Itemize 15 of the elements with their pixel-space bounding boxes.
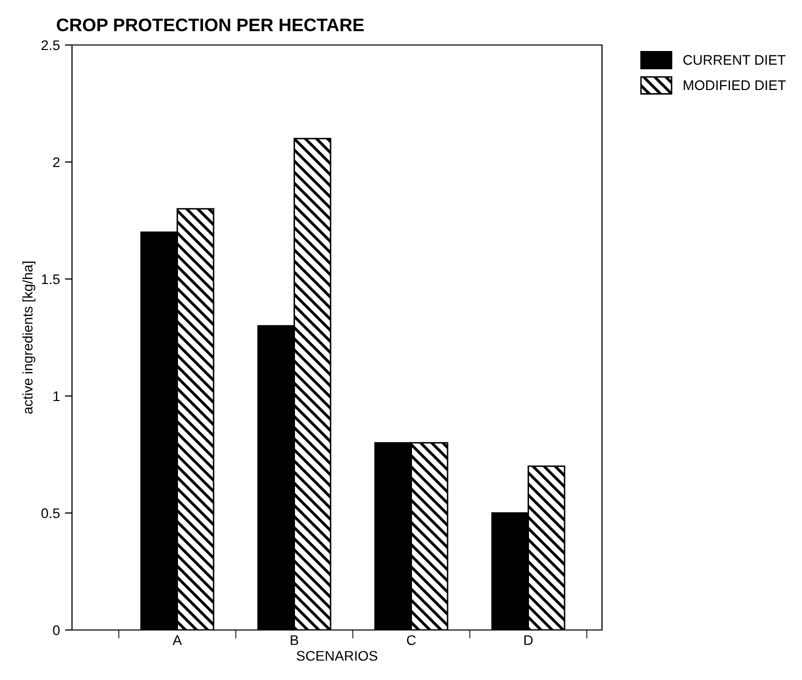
x-tick-label: C [406,635,416,646]
y-axis-title: active ingredients [kg/ha] [22,262,36,414]
y-tick-label: 1.5 [42,274,60,284]
chart-title: CROP PROTECTION PER HECTARE [56,18,364,32]
y-tick-label: 1 [54,391,60,402]
y-tick-label: 0 [53,625,60,636]
x-axis-title: SCENARIOS [296,650,378,661]
x-tick-label: A [172,635,182,645]
x-tick-label: D [524,635,533,645]
legend-label: MODIFIED DIET [684,80,786,90]
y-tick-label: 2 [53,157,60,168]
y-tick-label: 2.5 [42,40,60,50]
y-tick-label: 0.5 [41,508,60,518]
x-tick-label: B [290,635,298,645]
legend-label: CURRENT DIET [683,55,786,65]
